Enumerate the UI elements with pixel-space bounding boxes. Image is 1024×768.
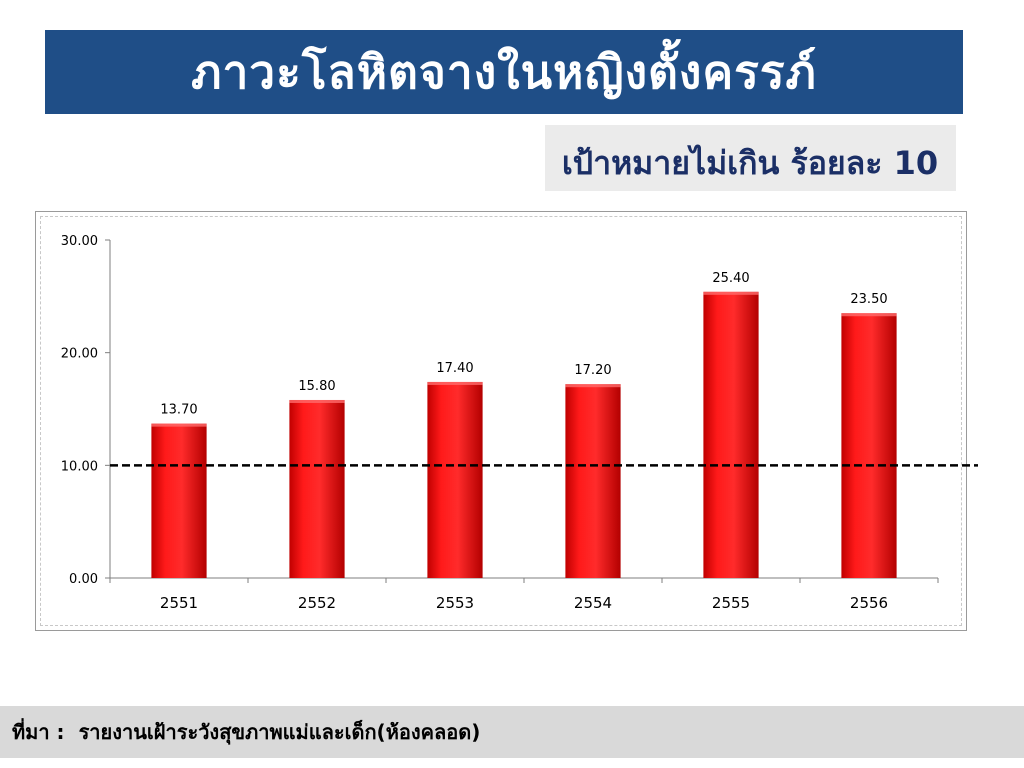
bar-2555 [703,291,759,578]
bar-2554 [565,384,621,578]
bar-2551 [151,423,207,578]
x-category-label: 2552 [298,594,336,612]
data-label: 25.40 [712,271,749,286]
bar-2553 [427,381,483,578]
bar-top-highlight [289,399,345,403]
target-note-box [545,125,956,191]
data-label: 17.40 [436,361,473,376]
x-category-label: 2551 [160,594,198,612]
bar-top-highlight [841,313,897,317]
source-label: ที่มา : [12,720,65,744]
chart-frame-border [40,216,962,626]
source-text: รายงานเฝ้าระวังสุขภาพแม่และเด็ก(ห้องคลอด… [78,720,481,744]
bar-top-highlight [427,381,483,385]
data-label: 23.50 [850,292,887,307]
data-label: 17.20 [574,363,611,378]
y-tick-label: 30.00 [61,234,98,249]
y-axis: 0.00 10.00 20.00 30.00 [61,234,111,587]
slide-title: ภาวะโลหิตจางในหญิงตั้งครรภ์ [191,44,817,99]
bar-top-highlight [151,423,207,427]
data-label: 13.70 [160,403,197,418]
source-footer: ที่มา : รายงานเฝ้าระวังสุขภาพแม่และเด็ก(… [0,706,1024,758]
x-category-label: 2555 [712,594,750,612]
bars: 13.70 15.80 17.40 17.20 25.40 23.50 [151,271,897,578]
target-note: เป้าหมายไม่เกิน ร้อยละ 10 [561,144,939,182]
data-label: 15.80 [298,379,335,394]
x-category-label: 2554 [574,594,612,612]
y-tick-label: 10.00 [61,459,98,474]
x-category-label: 2553 [436,594,474,612]
bar-top-highlight [703,291,759,295]
y-tick-label: 20.00 [61,347,98,362]
y-tick-label: 0.00 [69,572,98,587]
x-axis: 2551 2552 2553 2554 2555 2556 [109,577,939,612]
bar-top-highlight [565,384,621,388]
x-category-label: 2556 [850,594,888,612]
title-banner: ภาวะโลหิตจางในหญิงตั้งครรภ์ [45,30,963,114]
bar-2552 [289,399,345,578]
bar-2556 [841,313,897,578]
